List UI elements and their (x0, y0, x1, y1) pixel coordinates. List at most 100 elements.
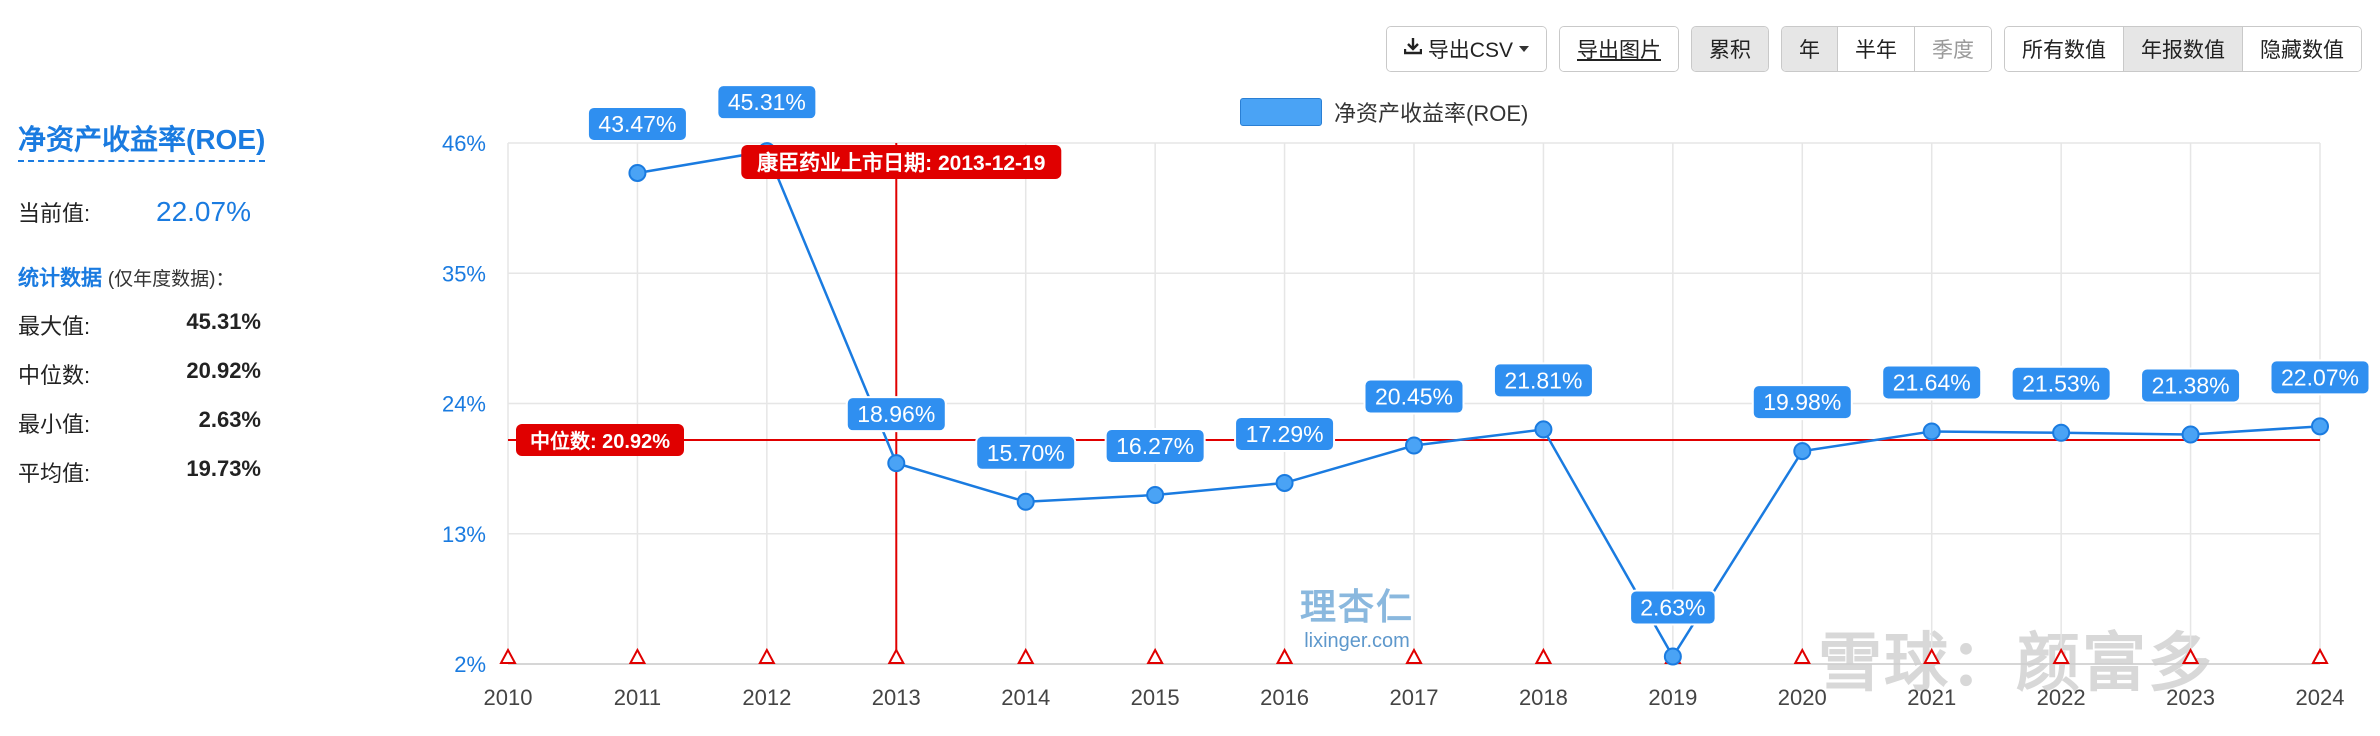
export-csv-group: 导出CSV (1385, 26, 1547, 72)
data-label: 18.96% (857, 401, 935, 427)
current-value-row: 当前值: 22.07% (18, 196, 278, 228)
chart-legend[interactable]: 净资产收益率(ROE) (1240, 96, 1528, 128)
cumulative-toggle[interactable]: 累积 (1692, 27, 1768, 71)
export-image-button[interactable]: 导出图片 (1560, 27, 1678, 71)
data-point[interactable] (1146, 486, 1165, 505)
data-label: 43.47% (598, 111, 676, 137)
event-marker-triangle (1146, 647, 1164, 664)
current-value-label: 当前值: (18, 201, 91, 226)
event-marker-triangle (2052, 647, 2070, 664)
data-label: 16.27% (1116, 433, 1194, 459)
x-tick-label: 2011 (614, 685, 661, 710)
data-label-box (975, 434, 1077, 471)
values-group: 所有数值 年报数值 隐藏数值 (2004, 26, 2362, 72)
stat-row-average: 平均值: 19.73% (18, 456, 261, 488)
stat-value: 45.31% (186, 309, 261, 334)
y-tick-label: 13% (442, 522, 486, 547)
x-tick-label: 2017 (1390, 685, 1439, 710)
data-point[interactable] (1793, 442, 1812, 461)
data-point[interactable] (1275, 473, 1294, 492)
xueqiu-watermark: 雪球：颜富多 (1818, 627, 2214, 699)
stat-label: 最小值: (18, 412, 91, 437)
data-label-box (716, 84, 818, 121)
data-label-box (845, 396, 947, 433)
x-tick-label: 2010 (484, 685, 533, 710)
data-point[interactable] (1016, 492, 1035, 511)
event-marker-triangle (1017, 647, 1035, 664)
values-annual-button[interactable]: 年报数值 (2123, 27, 2242, 71)
data-point[interactable] (1922, 422, 1941, 441)
x-tick-label: 2023 (2166, 685, 2215, 710)
data-point[interactable] (628, 163, 647, 182)
stat-row-min: 最小值: 2.63% (18, 407, 261, 439)
data-label-box (1751, 384, 1853, 421)
data-point[interactable] (1534, 420, 1553, 439)
x-tick-label: 2016 (1260, 685, 1309, 710)
median-label-box (516, 423, 684, 456)
event-marker-triangle (628, 647, 647, 664)
y-tick-label: 2% (454, 652, 486, 677)
period-group: 年 半年 季度 (1781, 26, 1992, 72)
x-tick-label: 2013 (872, 685, 921, 710)
data-label-box (1629, 589, 1717, 626)
x-tick-label: 2020 (1778, 685, 1827, 710)
data-point[interactable] (887, 454, 906, 473)
watermark-logo-cn: 理杏仁 (1300, 586, 1415, 627)
x-tick-label: 2024 (2296, 685, 2345, 710)
event-marker-triangle (499, 647, 517, 664)
x-tick-label: 2015 (1131, 685, 1180, 710)
period-half-year-button[interactable]: 半年 (1837, 27, 1914, 71)
data-point[interactable] (1405, 436, 1423, 455)
lixinger-watermark: 理杏仁 lixinger.com (1300, 578, 1414, 653)
period-year-button[interactable]: 年 (1782, 27, 1837, 71)
data-label-box (586, 105, 688, 142)
data-point[interactable] (2311, 417, 2329, 436)
data-label: 45.31% (728, 89, 806, 115)
export-csv-button[interactable]: 导出CSV (1386, 27, 1546, 71)
x-tick-label: 2012 (742, 685, 791, 710)
data-point[interactable] (2052, 423, 2071, 442)
event-marker-triangle (1534, 647, 1553, 664)
event-marker-triangle (887, 647, 905, 664)
period-quarter-button[interactable]: 季度 (1914, 27, 1991, 71)
event-marker-triangle (758, 647, 776, 664)
stat-row-median: 中位数: 20.92% (18, 358, 261, 390)
legend-label: 净资产收益率(ROE) (1334, 101, 1529, 126)
export-image-group: 导出图片 (1559, 26, 1679, 72)
event-marker-triangle (2181, 647, 2200, 664)
listing-date-label: 康臣药业上市日期: 2013-12-19 (757, 151, 1045, 175)
event-marker-triangle (1793, 647, 1811, 664)
values-all-button[interactable]: 所有数值 (2005, 27, 2123, 71)
stat-value: 2.63% (198, 407, 261, 432)
data-label-box (2269, 359, 2371, 396)
listing-date-label-box (741, 145, 1062, 179)
export-image-label: 导出图片 (1577, 39, 1661, 62)
metric-title[interactable]: 净资产收益率(ROE) (18, 118, 266, 162)
y-tick-label: 46% (442, 131, 486, 156)
x-tick-label: 2014 (1001, 685, 1050, 710)
chart-toolbar: 导出CSV 导出图片 累积 年 半年 季度 所有数值 年报数值 隐藏数值 (1385, 26, 2362, 72)
data-label-box (1363, 378, 1465, 415)
values-hide-button[interactable]: 隐藏数值 (2242, 27, 2361, 71)
x-tick-label: 2022 (2037, 685, 2086, 710)
data-label-box (1234, 415, 1336, 452)
x-tick-label: 2021 (1907, 685, 1956, 710)
data-point[interactable] (1663, 647, 1682, 666)
download-icon (1403, 37, 1423, 61)
data-label-box (1492, 362, 1594, 399)
data-point[interactable] (2181, 425, 2200, 444)
event-marker-triangle (1923, 647, 1941, 664)
data-label-box (1104, 428, 1206, 465)
data-label: 2.63% (1640, 595, 1705, 621)
data-label: 22.07% (2281, 364, 2359, 390)
data-label: 19.98% (1763, 389, 1841, 415)
y-tick-label: 35% (442, 261, 486, 286)
chevron-down-icon (1519, 46, 1529, 52)
stat-value: 19.73% (186, 456, 261, 481)
data-label-box (2140, 367, 2242, 404)
legend-swatch (1240, 98, 1322, 126)
stats-heading-label: 统计数据 (18, 267, 102, 290)
median-label: 中位数: 20.92% (530, 429, 670, 453)
stats-panel: 净资产收益率(ROE) 当前值: 22.07% 统计数据 (仅年度数据)： 最大… (18, 118, 278, 488)
